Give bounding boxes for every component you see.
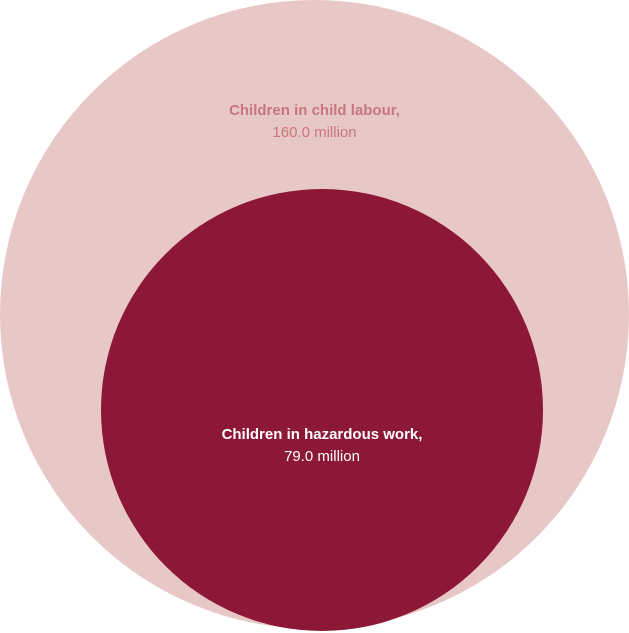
label-child-labour-value: 160.0 million [272, 124, 357, 141]
label-hazardous-work-name: Children in hazardous work, [221, 426, 423, 443]
label-child-labour: Children in child labour, 160.0 million [115, 100, 515, 144]
label-child-labour-name: Children in child labour, [229, 102, 400, 119]
label-hazardous-work-value: 79.0 million [284, 448, 360, 465]
circle-hazardous-work [101, 189, 543, 631]
label-hazardous-work: Children in hazardous work, 79.0 million [122, 424, 522, 468]
